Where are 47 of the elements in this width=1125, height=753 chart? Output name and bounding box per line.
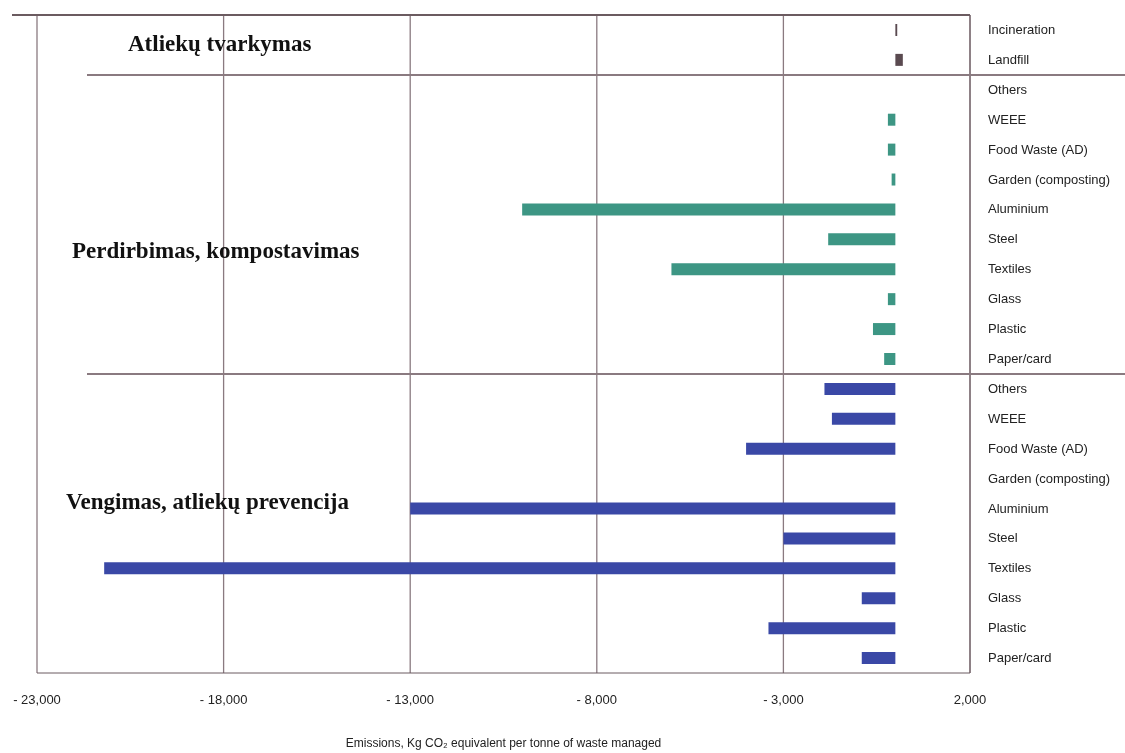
- bar: [824, 382, 896, 395]
- y-tick-label: Plastic: [988, 620, 1027, 636]
- bar: [887, 143, 896, 156]
- bar: [872, 323, 896, 336]
- y-tick-label: WEEE: [988, 410, 1027, 426]
- y-tick-label: Others: [988, 81, 1028, 97]
- x-tick-label: - 23,000: [13, 692, 61, 708]
- bar: [887, 113, 896, 126]
- y-tick-label: Steel: [988, 231, 1018, 247]
- bar: [522, 203, 896, 216]
- bar: [887, 293, 896, 306]
- y-tick-label: Food Waste (AD): [988, 440, 1088, 456]
- y-tick-label: Aluminium: [988, 201, 1049, 217]
- y-tick-label: Paper/card: [988, 350, 1052, 366]
- y-tick-label: Plastic: [988, 321, 1027, 337]
- y-tick-label: Others: [988, 380, 1028, 396]
- bar: [861, 592, 896, 605]
- bar: [831, 412, 896, 425]
- bar: [410, 502, 896, 515]
- x-tick-label: - 3,000: [763, 692, 804, 708]
- bar: [671, 263, 896, 276]
- y-tick-label: Garden (composting): [988, 470, 1111, 486]
- y-tick-label: Food Waste (AD): [988, 141, 1088, 157]
- bar: [895, 53, 903, 66]
- y-tick-label: Glass: [988, 291, 1022, 307]
- y-tick-label: WEEE: [988, 111, 1027, 127]
- x-axis-title: Emissions, Kg CO₂ equivalent per tonne of waste managed: [345, 736, 662, 750]
- bar: [783, 532, 896, 545]
- x-tick-label: 2,000: [953, 692, 987, 708]
- bar: [861, 652, 896, 665]
- bar: [828, 233, 896, 246]
- bar: [746, 442, 896, 455]
- y-tick-label: Garden (composting): [988, 171, 1111, 187]
- y-tick-label: Aluminium: [988, 500, 1049, 516]
- y-tick-label: Glass: [988, 590, 1022, 606]
- y-tick-label: Incineration: [988, 21, 1056, 37]
- x-tick-label: - 18,000: [199, 692, 248, 708]
- x-tick-label: - 13,000: [386, 692, 435, 708]
- bar: [884, 352, 896, 365]
- x-tick-label: - 8,000: [576, 692, 618, 708]
- y-tick-label: Textiles: [988, 560, 1032, 576]
- y-tick-label: Landfill: [988, 51, 1030, 67]
- y-tick-label: Steel: [988, 530, 1018, 546]
- y-tick-label: Paper/card: [988, 650, 1052, 666]
- y-tick-label: Textiles: [988, 261, 1032, 277]
- bar: [768, 622, 896, 635]
- bar: [104, 562, 896, 575]
